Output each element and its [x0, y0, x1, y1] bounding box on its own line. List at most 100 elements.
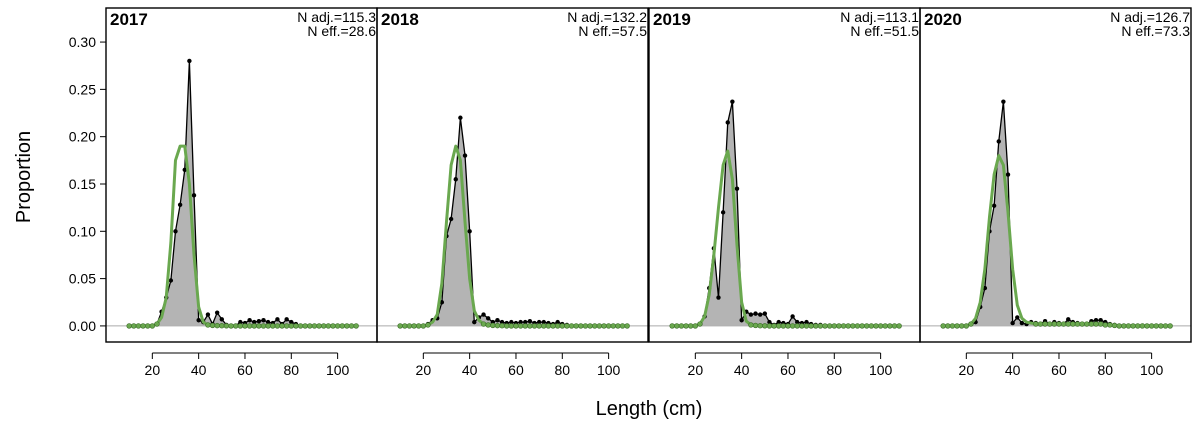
panel-frame: [105, 7, 378, 343]
expected-point: [126, 323, 132, 329]
observed-point: [177, 202, 183, 208]
expected-point: [494, 322, 501, 329]
expected-point: [397, 323, 403, 329]
expected-point: [826, 323, 833, 329]
panel-year-label: 2020: [924, 10, 962, 29]
n-eff-label: N eff.=28.6: [307, 23, 376, 39]
expected-point: [799, 323, 805, 329]
expected-point: [517, 323, 524, 329]
expected-point: [550, 323, 556, 329]
observed-point: [734, 186, 740, 191]
n-adj-label: N adj.=113.1: [840, 9, 919, 25]
expected-point: [831, 323, 837, 329]
x-tick-label: 100: [326, 362, 350, 378]
observed-point: [284, 317, 289, 322]
observed-point: [173, 229, 178, 234]
y-tick-label: 0.25: [69, 81, 96, 97]
expected-point: [762, 323, 768, 329]
x-axis-2018: 20 40 60 80 100: [416, 352, 621, 378]
x-tick-label: 60: [1051, 362, 1067, 378]
observed-point: [996, 139, 1001, 144]
expected-point: [265, 323, 271, 329]
expected-point: [752, 322, 759, 329]
expected-point: [214, 322, 220, 329]
expected-point: [293, 323, 299, 329]
expected-point: [425, 322, 431, 328]
observed-point: [247, 318, 252, 323]
observed-line: [943, 101, 1171, 327]
expected-line: [943, 154, 1171, 328]
observed-point: [1019, 320, 1025, 326]
expected-point: [873, 323, 879, 329]
observed-point: [790, 314, 795, 319]
x-tick-label: 40: [734, 362, 750, 378]
expected-point: [678, 323, 685, 329]
n-adj-label: N adj.=126.7: [1110, 9, 1190, 25]
x-tick-label: 40: [462, 362, 478, 378]
expected-point: [887, 323, 893, 329]
expected-point: [353, 323, 359, 329]
observed-point: [261, 318, 266, 323]
expected-point: [877, 323, 884, 329]
observed-point: [187, 58, 192, 64]
expected-point: [135, 323, 142, 329]
panel-year-label: 2017: [110, 10, 148, 29]
x-tick-label: 40: [191, 362, 207, 378]
panel-year-label: 2019: [653, 10, 691, 29]
observed-point: [191, 193, 197, 198]
expected-point: [205, 322, 211, 328]
x-axes: 20 40 60 80 100 20 40 60 80 100 20 40 60 80 100 20 40 60 8…: [145, 352, 1164, 378]
expected-point: [513, 323, 519, 329]
expected-point: [1093, 321, 1099, 327]
expected-point: [233, 323, 239, 329]
observed-point: [762, 311, 768, 316]
expected-point: [321, 323, 327, 329]
observed-line: [672, 101, 900, 327]
expected-point: [325, 323, 332, 329]
observed-point: [523, 319, 528, 325]
expected-point: [564, 323, 570, 329]
expected-point: [559, 323, 565, 329]
observed-point: [458, 115, 463, 120]
expected-point: [531, 323, 538, 329]
y-axis: 0.00 0.05 0.10 0.15 0.20 0.25 0.30: [69, 34, 106, 334]
observed-area: [400, 117, 628, 326]
expected-point: [896, 323, 902, 329]
expected-point: [1167, 323, 1173, 329]
panel-2019: 2019 N adj.=113.1N eff.=51.5: [648, 7, 921, 343]
expected-point: [260, 323, 267, 329]
x-tick-label: 80: [1098, 362, 1114, 378]
expected-point: [785, 323, 791, 329]
expected-point: [968, 321, 974, 327]
observed-point: [265, 319, 271, 325]
expected-point: [687, 323, 694, 329]
expected-point: [669, 323, 675, 329]
expected-point: [568, 323, 575, 329]
expected-point: [237, 323, 244, 329]
observed-point: [1010, 320, 1015, 326]
expected-point: [1065, 321, 1071, 327]
expected-point: [1060, 321, 1067, 327]
expected-point: [963, 323, 970, 329]
expected-point: [499, 323, 505, 329]
expected-point: [1051, 321, 1058, 327]
expected-point: [209, 322, 216, 329]
observed-point: [541, 319, 546, 325]
x-tick-label: 80: [284, 362, 300, 378]
observed-point: [720, 210, 726, 215]
expected-point: [406, 323, 413, 329]
expected-point: [592, 323, 598, 329]
expected-point: [859, 323, 865, 329]
observed-point: [168, 278, 174, 283]
observed-point: [509, 319, 514, 325]
expected-point: [817, 323, 824, 329]
observed-point: [518, 319, 523, 325]
observed-point: [495, 318, 500, 323]
expected-point: [674, 323, 680, 329]
n-eff-label: N eff.=51.5: [850, 23, 919, 39]
expected-point: [1088, 321, 1095, 327]
expected-point: [808, 323, 814, 329]
expected-point: [587, 323, 593, 329]
observed-point: [289, 319, 294, 325]
